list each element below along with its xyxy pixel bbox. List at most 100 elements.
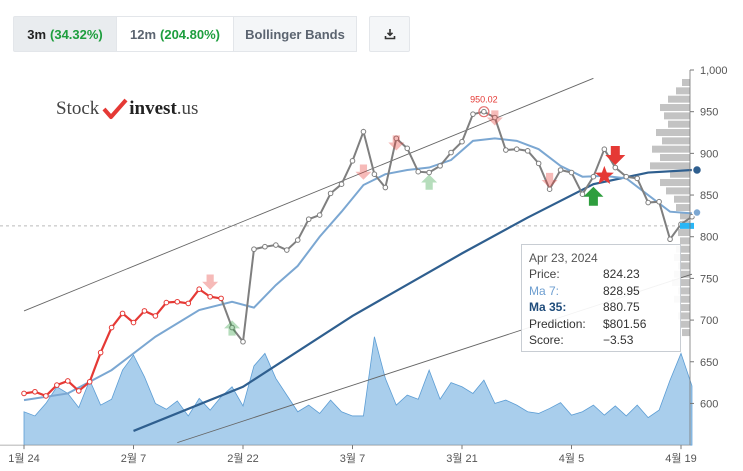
price-point-54 [612, 164, 619, 171]
price-point-16 [196, 286, 202, 293]
buy-arrow-1 [224, 320, 241, 336]
price-point-6 [86, 378, 93, 385]
volume-profile-bar-9 [660, 154, 690, 162]
volume-profile-bar-12 [660, 179, 690, 187]
price-point-57 [645, 199, 651, 206]
tooltip-score-label: Score: [529, 333, 564, 347]
tooltip-prediction-label: Prediction: [529, 316, 586, 331]
price-point-5 [75, 388, 82, 394]
y-tick-label-3: 850 [700, 190, 718, 202]
ma7-line [23, 137, 693, 402]
sell-arrow-5 [541, 172, 558, 189]
tooltip-price-label: Price: [529, 267, 560, 281]
x-tick-label-0: 1월 24 [8, 452, 40, 465]
ma7-layer [23, 137, 693, 402]
volume-profile-bar-6 [656, 129, 690, 137]
volume-profile-bar-5 [668, 120, 690, 128]
price-point-20 [240, 338, 246, 345]
price-point-29 [338, 181, 345, 188]
x-tick-label-2: 2월 22 [227, 452, 259, 465]
price-point-44 [503, 147, 509, 153]
x-tick-label-5: 4월 5 [559, 452, 584, 465]
y-tick-label-1: 950 [700, 107, 718, 119]
volume-profile-bar-26 [674, 295, 690, 303]
x-tick-label-4: 3월 21 [446, 452, 478, 465]
price-point-22 [262, 243, 268, 250]
volume-profile-bar-30 [682, 329, 690, 337]
sell-arrow-3 [388, 135, 405, 151]
buy-arrow-strong [583, 186, 604, 206]
volume-profile-bar-25 [678, 287, 690, 295]
peak-label: 950.02 [470, 95, 498, 105]
tab-3m-label: 3m [27, 26, 47, 42]
price-point-10 [130, 319, 137, 326]
tab-12m-label: 12m [129, 26, 157, 42]
axis-layer: 1,000 950 900 850 800 750 700 650 600 1월 24 2월 7 2월… [0, 65, 728, 465]
price-point-53 [601, 146, 608, 152]
price-point-35 [404, 145, 411, 152]
volume-profile-bar-29 [680, 320, 690, 328]
price-point-59 [667, 236, 673, 243]
tab-bollinger-bands[interactable]: Bollinger Bands [234, 16, 357, 52]
price-point-26 [305, 216, 312, 223]
price-point-15 [185, 300, 192, 307]
price-point-1 [32, 388, 38, 395]
price-point-14 [174, 298, 181, 305]
tooltip-ma7-label: Ma 7: [529, 283, 560, 298]
price-point-25 [294, 237, 301, 243]
price-point-23 [273, 242, 279, 248]
price-point-28 [327, 190, 334, 197]
tab-12m[interactable]: 12m (204.80%) [117, 16, 234, 52]
tooltip-score: −3.53 [603, 333, 634, 347]
volume-profile-bar-7 [662, 137, 690, 145]
logo-part1: Stock [56, 98, 100, 119]
price-point-17 [207, 293, 213, 300]
volume-area [23, 336, 693, 446]
price-point-49 [557, 167, 564, 173]
volume-profile-bar-28 [678, 312, 690, 320]
ma35-line [133, 168, 693, 432]
price-point-51 [579, 191, 586, 198]
volume-profile-bar-24 [672, 279, 690, 287]
price-point-47 [535, 160, 542, 167]
x-tick-label-3: 3월 7 [340, 452, 365, 465]
price-point-2 [43, 393, 49, 399]
price-point-34 [393, 135, 400, 142]
tooltip-date: Apr 23, 2024 [529, 251, 598, 265]
signal-markers: 950.02 [202, 95, 694, 336]
price-point-0 [21, 390, 27, 397]
range-tabs: 3m (34.32%) 12m (204.80%) Bollinger Band… [13, 16, 410, 52]
tab-3m[interactable]: 3m (34.32%) [13, 16, 117, 52]
tooltip-ma35-label: Ma 35: [529, 300, 567, 314]
tooltip-ma7: 828.95 [603, 283, 640, 298]
volume-profile-bar-19 [680, 237, 690, 245]
download-button[interactable] [369, 16, 410, 52]
price-line-grey [220, 110, 693, 345]
price-point-42 [481, 108, 487, 115]
volume-profile-bar-4 [664, 112, 690, 120]
tab-12m-change: (204.80%) [160, 26, 220, 42]
sell-arrow-strong [605, 146, 626, 166]
price-point-32 [371, 171, 378, 177]
volume-profile-bar-8 [652, 145, 690, 153]
star-icon [594, 165, 614, 184]
price-point-46 [524, 148, 531, 154]
volume-profile-bar-13 [666, 187, 690, 195]
price-point-12 [152, 313, 159, 319]
price-point-8 [108, 324, 115, 331]
logo-check-icon [102, 98, 128, 119]
y-tick-label-6: 700 [700, 315, 718, 327]
logo-part2: invest [129, 98, 177, 119]
price-point-30 [349, 158, 356, 164]
price-point-39 [448, 149, 454, 156]
tab-bollinger-label: Bollinger Bands [245, 26, 345, 42]
volume-layer [23, 336, 693, 446]
price-point-38 [437, 163, 443, 169]
price-point-40 [459, 138, 465, 145]
price-point-13 [163, 299, 170, 306]
volume-profile-bar-14 [674, 195, 690, 203]
y-tick-label-2: 900 [700, 148, 718, 160]
price-point-43 [492, 114, 498, 121]
price-point-58 [656, 198, 662, 205]
price-point-37 [426, 169, 432, 176]
